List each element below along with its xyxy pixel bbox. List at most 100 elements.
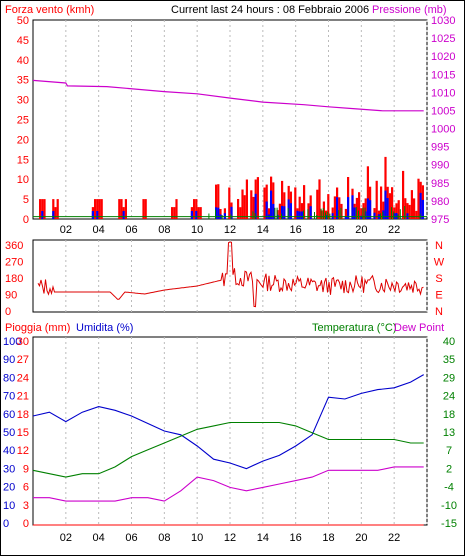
wind-average-bar	[384, 190, 387, 219]
wind-calm-bar	[215, 209, 216, 219]
pressure-tick-label: 985	[431, 178, 449, 190]
wind-average-bar	[281, 205, 284, 219]
temperature-tick-label: 2	[446, 463, 452, 475]
pressure-axis-title: Pressione (mb)	[372, 4, 447, 16]
wind-average-bar	[369, 200, 372, 219]
pressure-tick-label: 1000	[431, 124, 455, 136]
temperature-tick-label: 13	[443, 427, 455, 439]
hour-tick-label: 10	[191, 532, 203, 544]
temperature-tick-label: -4	[444, 482, 454, 494]
wind-gust-bar	[410, 190, 413, 219]
wind-average-bar	[382, 210, 385, 219]
direction-tick-label: 0	[5, 306, 11, 318]
wind-average-bar	[91, 211, 94, 219]
wind-calm-bar	[254, 213, 256, 219]
wind-calm-bar	[325, 212, 326, 219]
hour-tick-label: 18	[322, 224, 334, 236]
direction-tick-label: 90	[5, 290, 17, 302]
wind-gust-bar	[325, 210, 328, 219]
wind-gust-bar	[382, 201, 385, 219]
wind-calm-bar	[338, 210, 340, 219]
wind-gust-bar	[120, 199, 123, 219]
rain-tick-label: 0	[23, 518, 29, 530]
hour-tick-label: 14	[257, 532, 269, 544]
hour-tick-label: 12	[224, 532, 236, 544]
wind-average-bar	[41, 211, 44, 219]
wind-gust-bar	[318, 179, 321, 219]
wind-gust-bar	[171, 207, 174, 219]
wind-gust-bar	[380, 186, 383, 219]
wind-gust-bar	[395, 203, 398, 219]
rain-tick-label: 18	[17, 409, 29, 421]
wind-gust-bar	[320, 210, 323, 219]
wind-gust-bar	[100, 199, 103, 219]
wind-average-bar	[52, 211, 55, 219]
wind-gust-bar	[303, 185, 306, 219]
temperature-axis-title: Temperatura (°C)	[312, 322, 396, 334]
wind-tick-label: 5	[23, 194, 29, 206]
wind-gust-bar	[384, 156, 387, 219]
wind-calm-bar	[382, 211, 384, 219]
wind-tick-label: 25	[17, 115, 29, 127]
wind-gust-bar	[245, 179, 248, 219]
wind-average-bar	[122, 211, 125, 219]
series-line-temperaturac	[32, 421, 424, 478]
hour-tick-label: 14	[257, 224, 269, 236]
top-axes: 0510152025303540455097598098599099510001…	[17, 15, 456, 236]
hour-tick-label: 18	[322, 532, 334, 544]
wind-gust-bar	[406, 203, 409, 219]
wind-tick-label: 50	[17, 15, 29, 27]
wind-average-bar	[217, 207, 220, 219]
wind-calm-bar	[340, 207, 342, 219]
direction-line	[37, 241, 424, 308]
wind-gust-bar	[94, 199, 97, 219]
wind-gust-bar	[283, 192, 286, 219]
pressure-line	[32, 79, 424, 112]
humidity-tick-label: 60	[3, 409, 15, 421]
wind-gust-bar	[272, 182, 275, 219]
rain-tick-label: 12	[17, 445, 29, 457]
wind-average-bar	[364, 211, 367, 219]
hour-tick-label: 16	[290, 224, 302, 236]
wind-gust-bar	[327, 194, 330, 219]
wind-gust-bar	[276, 210, 279, 219]
wind-tick-label: 40	[17, 55, 29, 67]
wind-tick-label: 45	[17, 35, 29, 47]
wind-tick-label: 10	[17, 174, 29, 186]
rain-tick-label: 15	[17, 427, 29, 439]
hour-tick-label: 06	[125, 532, 137, 544]
wind-gust-bar	[41, 199, 44, 219]
temperature-tick-label: 40	[443, 336, 455, 348]
wind-gust-bar	[243, 195, 246, 219]
hour-tick-label: 02	[60, 224, 72, 236]
wind-gust-bar	[375, 180, 378, 219]
wind-average-bar	[300, 211, 303, 219]
wind-gust-bar	[96, 199, 99, 219]
pressure-tick-label: 1020	[431, 51, 455, 63]
wind-gust-bar	[340, 203, 343, 219]
pressure-tick-label: 990	[431, 160, 449, 172]
temperature-tick-label: 24	[443, 391, 455, 403]
rain-tick-label: 27	[17, 354, 29, 366]
wind-gust-bar	[307, 203, 310, 219]
wind-calm-bar	[358, 210, 359, 219]
humidity-tick-label: 90	[3, 354, 15, 366]
wind-calm-bar	[355, 207, 357, 219]
wind-gust-bar	[294, 187, 297, 219]
wind-gust-bar	[417, 178, 420, 219]
wind-average-bar	[230, 206, 233, 219]
wind-calm-bar	[399, 209, 401, 219]
humidity-tick-label: 50	[3, 427, 15, 439]
wind-gust-bar	[298, 196, 301, 219]
wind-average-bar	[419, 192, 422, 219]
hour-tick-label: 12	[224, 224, 236, 236]
hour-tick-label: 20	[355, 224, 367, 236]
direction-axes: 360 N 270 W 180 S 90 E 0 N	[5, 240, 445, 318]
wind-gust-bar	[43, 199, 46, 219]
rain-tick-label: 21	[17, 391, 29, 403]
wind-average-bar	[265, 201, 268, 219]
wind-gust-bar	[366, 166, 369, 219]
pressure-tick-label: 1010	[431, 87, 455, 99]
wind-gust-bar	[415, 210, 418, 219]
direction-tick-label: 270	[5, 257, 23, 269]
